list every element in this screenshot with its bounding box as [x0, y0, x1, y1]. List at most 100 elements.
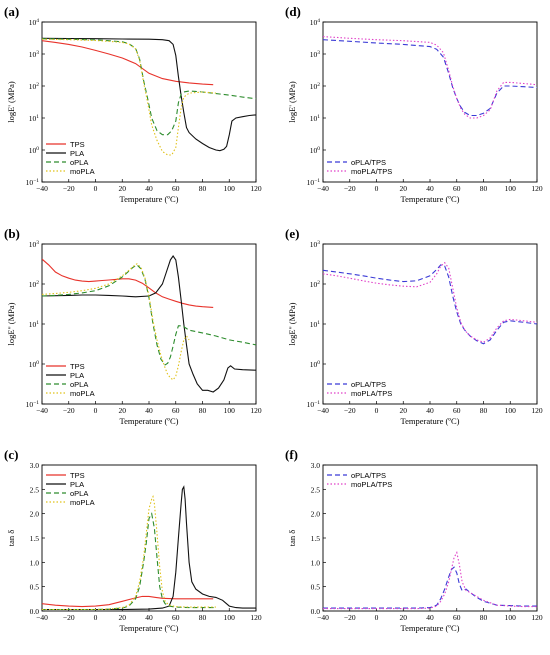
chart-panel: −40 −20 0 20 40 60 80 100 120 0.0 0.5 1.0 1.5 2.0 2.5 3… — [4, 447, 262, 633]
y-tick-label: 0.5 — [311, 583, 321, 592]
x-tick-label: 20 — [400, 406, 408, 415]
x-tick-label: −20 — [63, 406, 75, 415]
y-tick-label: 100 — [310, 146, 321, 155]
x-tick-label: −40 — [317, 613, 329, 622]
x-tick-label: 0 — [94, 613, 98, 622]
y-tick-label: 0.0 — [311, 607, 321, 616]
y-axis-label: logE'' (MPa) — [6, 302, 16, 345]
x-tick-label: 80 — [480, 184, 488, 193]
x-tick-label: −20 — [344, 406, 356, 415]
x-tick-label: 100 — [505, 613, 517, 622]
legend-label: oPLA — [70, 489, 88, 498]
series-line-tps — [42, 258, 214, 308]
series-line-mopla — [42, 38, 216, 156]
x-tick-label: 40 — [426, 613, 434, 622]
x-tick-label: 100 — [224, 184, 236, 193]
y-tick-label: 0.5 — [30, 583, 40, 592]
x-tick-label: 0 — [375, 184, 379, 193]
panel-label: (c) — [4, 447, 18, 462]
y-tick-label: 2.5 — [30, 485, 40, 494]
x-tick-label: 40 — [426, 184, 434, 193]
series-line-opla — [42, 512, 216, 611]
panel-label: (f) — [285, 447, 298, 462]
y-tick-label: 100 — [310, 360, 321, 369]
series-line-opla-tps — [323, 264, 537, 345]
x-tick-label: 80 — [199, 184, 207, 193]
x-axis-label: Temperature (ºC) — [120, 623, 179, 633]
x-tick-label: −40 — [317, 184, 329, 193]
x-tick-label: 60 — [453, 406, 461, 415]
y-tick-label: 102 — [29, 280, 40, 289]
series-line-mopla-tps — [323, 36, 537, 119]
series-line-opla — [42, 264, 256, 366]
x-tick-label: 120 — [531, 613, 543, 622]
y-tick-label: 10−1 — [26, 400, 40, 409]
y-tick-label: 100 — [29, 146, 40, 155]
series-line-opla-tps — [323, 39, 537, 117]
y-tick-label: 103 — [29, 240, 40, 249]
y-tick-label: 10−1 — [307, 400, 321, 409]
x-tick-label: 80 — [480, 613, 488, 622]
legend-label: PLA — [70, 480, 84, 489]
y-tick-label: 10−1 — [307, 178, 321, 187]
x-tick-label: 100 — [224, 406, 236, 415]
legend-label: moPLA — [70, 498, 95, 507]
legend-label: moPLA — [70, 389, 95, 398]
series-line-opla — [42, 38, 256, 136]
series-line-mopla-tps — [323, 551, 537, 610]
x-tick-label: 20 — [119, 406, 127, 415]
y-tick-label: 101 — [29, 320, 40, 329]
x-tick-label: 20 — [400, 613, 408, 622]
panel-label: (b) — [4, 226, 20, 241]
x-axis-label: Temperature (ºC) — [401, 416, 460, 426]
x-tick-label: 60 — [172, 613, 180, 622]
x-tick-label: 120 — [531, 184, 543, 193]
y-tick-label: 3.0 — [311, 461, 321, 470]
series-line-pla — [42, 255, 256, 393]
y-tick-label: 103 — [310, 50, 321, 59]
x-tick-label: 0 — [375, 613, 379, 622]
x-tick-label: −40 — [36, 613, 48, 622]
y-axis-label: tan δ — [6, 530, 16, 547]
x-tick-label: 40 — [145, 184, 153, 193]
y-tick-label: 104 — [310, 18, 321, 27]
x-tick-label: −40 — [317, 406, 329, 415]
panel-label: (e) — [285, 226, 299, 241]
y-tick-label: 0.0 — [30, 607, 40, 616]
x-tick-label: 80 — [199, 406, 207, 415]
y-tick-label: 2.5 — [311, 485, 321, 494]
x-tick-label: 60 — [453, 184, 461, 193]
x-tick-label: 0 — [94, 406, 98, 415]
panel-label: (a) — [4, 4, 19, 19]
x-tick-label: 60 — [172, 184, 180, 193]
x-tick-label: 80 — [480, 406, 488, 415]
x-tick-label: −20 — [344, 184, 356, 193]
legend-label: moPLA — [70, 167, 95, 176]
x-axis-label: Temperature (ºC) — [401, 623, 460, 633]
legend-label: moPLA/TPS — [351, 480, 392, 489]
x-tick-label: 0 — [94, 184, 98, 193]
x-tick-label: 100 — [505, 184, 517, 193]
chart-panel: −40 −20 0 20 40 60 80 100 120 10−1 100 101 102 103 104… — [285, 4, 543, 204]
y-tick-label: 101 — [29, 114, 40, 123]
x-tick-label: 100 — [505, 406, 517, 415]
legend-label: PLA — [70, 371, 84, 380]
legend-label: moPLA/TPS — [351, 167, 392, 176]
legend-label: oPLA — [70, 380, 88, 389]
chart-panel: −40 −20 0 20 40 60 80 100 120 10−1 100 101 102 103 Tem… — [285, 226, 543, 426]
x-tick-label: 60 — [172, 406, 180, 415]
y-tick-label: 103 — [310, 240, 321, 249]
y-tick-label: 103 — [29, 50, 40, 59]
x-tick-label: 120 — [531, 406, 543, 415]
series-line-tps — [42, 40, 214, 86]
x-tick-label: 120 — [250, 184, 262, 193]
y-axis-label: tan δ — [287, 530, 297, 547]
chart-panel: −40 −20 0 20 40 60 80 100 120 10−1 100 101 102 103 104… — [4, 4, 262, 204]
series-line-mopla — [42, 263, 190, 381]
legend-label: TPS — [70, 362, 85, 371]
x-axis-label: Temperature (ºC) — [120, 194, 179, 204]
y-tick-label: 2.0 — [30, 510, 40, 519]
y-axis-label: logE' (MPa) — [287, 81, 297, 123]
y-axis-label: logE'' (MPa) — [287, 302, 297, 345]
series-line-mopla — [42, 494, 216, 611]
